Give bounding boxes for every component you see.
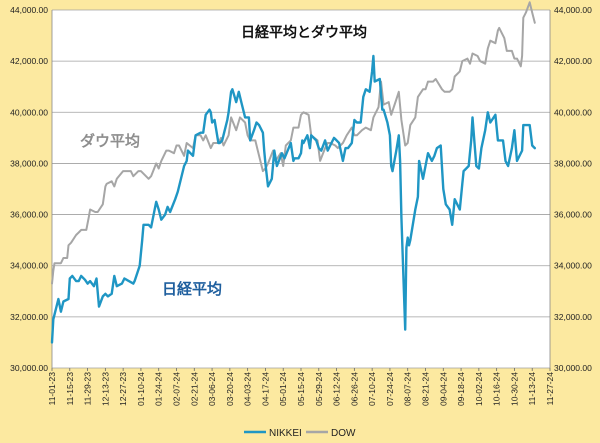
- x-tick-label: 05-01-24: [278, 372, 288, 406]
- x-tick-label: 11-01-23: [47, 372, 57, 406]
- y-tick-right: 42,000.00: [554, 56, 592, 66]
- y-tick-right: 32,000.00: [554, 312, 592, 322]
- x-tick-label: 01-10-24: [136, 372, 146, 406]
- x-tick-label: 09-04-24: [438, 372, 448, 406]
- x-tick-label: 07-24-24: [385, 372, 395, 406]
- y-tick-left: 40,000.00: [10, 107, 48, 117]
- x-tick-label: 09-18-24: [456, 372, 466, 406]
- x-tick-label: 04-17-24: [260, 372, 270, 406]
- x-tick-label: 12-27-23: [118, 372, 128, 406]
- y-tick-left: 44,000.00: [10, 5, 48, 15]
- nikkei-annotation: 日経平均: [162, 280, 222, 298]
- y-axis-left: 30,000.00 32,000.00 34,000.00 36,000.00 38,0…: [10, 5, 48, 373]
- y-tick-right: 38,000.00: [554, 158, 592, 168]
- x-tick-label: 11-27-24: [545, 372, 555, 406]
- y-tick-left: 34,000.00: [10, 261, 48, 271]
- chart-title: 日経平均とダウ平均: [241, 24, 367, 41]
- x-tick-label: 05-29-24: [314, 372, 324, 406]
- legend: NIKKEI DOW: [244, 428, 356, 439]
- y-axis-right: 30,000.00 32,000.00 34,000.00 36,000.00 38,0…: [554, 5, 592, 373]
- series-lines: [50, 1, 536, 344]
- x-axis: 11-01-23 11-15-23 11-29-23 12-13-23 12-27-23…: [47, 368, 555, 406]
- x-tick-label: 11-13-24: [527, 372, 537, 406]
- gridlines: [51, 9, 551, 369]
- dow-annotation: ダウ平均: [80, 132, 140, 150]
- dow-line: [51, 1, 536, 285]
- y-tick-right: 30,000.00: [554, 363, 592, 373]
- legend-label-dow: DOW: [331, 428, 356, 439]
- legend-label-nikkei: NIKKEI: [269, 428, 302, 439]
- x-tick-label: 10-30-24: [509, 372, 519, 406]
- y-tick-left: 32,000.00: [10, 312, 48, 322]
- x-tick-label: 11-29-23: [83, 372, 93, 406]
- x-tick-label: 05-15-24: [296, 372, 306, 406]
- x-tick-label: 03-06-24: [207, 372, 217, 406]
- x-tick-label: 06-12-24: [332, 372, 342, 406]
- x-tick-label: 02-21-24: [189, 372, 199, 406]
- nikkei-label-box: [156, 272, 238, 302]
- x-tick-label: 08-07-24: [403, 372, 413, 406]
- y-tick-left: 38,000.00: [10, 158, 48, 168]
- x-tick-label: 02-07-24: [172, 372, 182, 406]
- y-tick-left: 42,000.00: [10, 56, 48, 66]
- x-tick-label: 06-26-24: [349, 372, 359, 406]
- x-tick-label: 10-16-24: [492, 372, 502, 406]
- y-tick-right: 34,000.00: [554, 261, 592, 271]
- x-tick-label: 12-13-23: [100, 372, 110, 406]
- x-tick-label: 03-20-24: [225, 372, 235, 406]
- nikkei-line: [50, 54, 536, 344]
- dow-label-box: [75, 124, 153, 154]
- y-tick-left: 30,000.00: [10, 363, 48, 373]
- x-tick-label: 10-02-24: [474, 372, 484, 406]
- y-tick-left: 36,000.00: [10, 210, 48, 220]
- plot-area: [52, 10, 550, 368]
- x-tick-label: 08-21-24: [421, 372, 431, 406]
- title-box: [228, 18, 380, 44]
- x-tick-label: 04-03-24: [243, 372, 253, 406]
- x-tick-label: 07-10-24: [367, 372, 377, 406]
- y-tick-right: 36,000.00: [554, 210, 592, 220]
- x-tick-label: 11-15-23: [65, 372, 75, 406]
- y-tick-right: 40,000.00: [554, 107, 592, 117]
- y-tick-right: 44,000.00: [554, 5, 592, 15]
- x-tick-label: 01-24-24: [154, 372, 164, 406]
